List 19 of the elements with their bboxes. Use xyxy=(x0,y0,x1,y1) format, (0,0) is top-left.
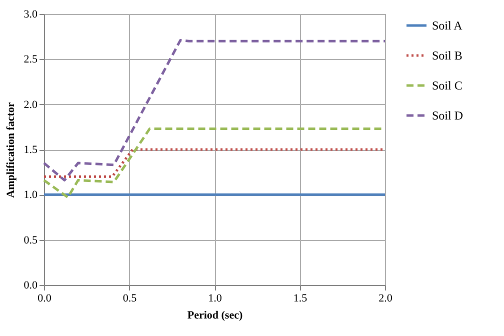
x-tick-label: 0.0 xyxy=(38,292,52,304)
legend-label: Soil D xyxy=(432,108,464,122)
legend-label: Soil A xyxy=(432,18,463,32)
y-axis-title: Amplification factor xyxy=(4,102,17,198)
x-tick-label: 1.0 xyxy=(208,292,222,304)
x-axis-title: Period (sec) xyxy=(187,310,243,322)
x-tick-label: 2.0 xyxy=(378,292,393,304)
line-series xyxy=(42,38,386,182)
y-tick-label: 2.0 xyxy=(24,98,38,111)
y-tick-label: 2.5 xyxy=(24,54,38,66)
y-tick-label: 3.0 xyxy=(24,8,38,20)
y-tick-label: 0.5 xyxy=(24,234,38,246)
y-tick-label: 0.0 xyxy=(24,280,38,292)
legend-label: Soil B xyxy=(432,48,462,62)
legend-label: Soil C xyxy=(432,78,462,92)
x-tick-label: 0.5 xyxy=(122,292,138,304)
y-tick-label: 1.5 xyxy=(24,144,38,156)
y-tick-label: 1.0 xyxy=(24,189,38,202)
x-tick-label: 1.5 xyxy=(293,292,308,304)
